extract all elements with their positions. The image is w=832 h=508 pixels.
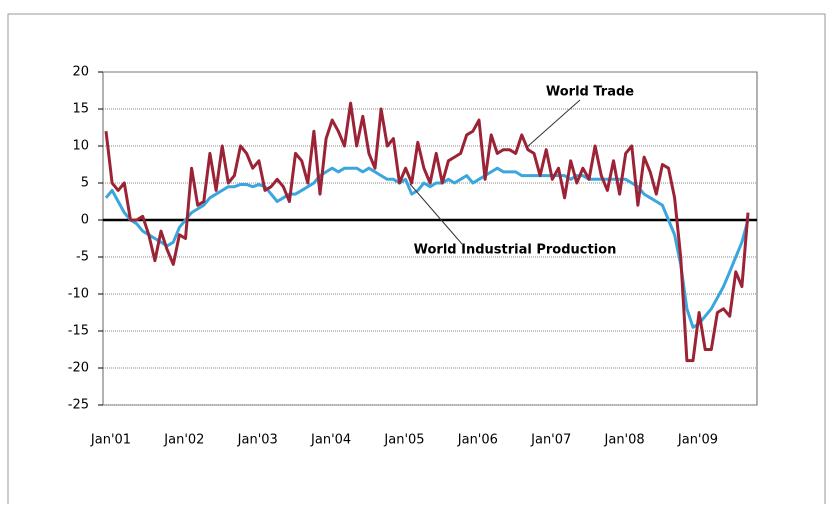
y-tick-label: -5 xyxy=(76,250,89,265)
annotation-leader xyxy=(526,99,581,148)
y-tick-label: 10 xyxy=(72,139,89,154)
frame xyxy=(7,13,826,508)
y-tick-label: -10 xyxy=(68,287,89,302)
x-tick-label: Jan'02 xyxy=(163,433,204,448)
x-tick-label: Jan'01 xyxy=(90,433,131,448)
marks xyxy=(104,101,750,363)
y-tick-label: 5 xyxy=(81,176,89,191)
grid xyxy=(98,71,758,406)
annotation: World Industrial Production xyxy=(414,243,617,258)
series-line xyxy=(104,101,750,363)
y-tick-label: 0 xyxy=(81,213,89,228)
x-tick-label: Jan'04 xyxy=(310,433,351,448)
y-tick-label: -15 xyxy=(68,324,89,339)
y-tick-label: -25 xyxy=(68,398,89,413)
y-tick-label: 20 xyxy=(72,65,89,80)
x-tick-label: Jan'09 xyxy=(677,433,718,448)
x-tick-label: Jan'03 xyxy=(237,433,278,448)
annotation-leader xyxy=(409,183,463,245)
x-tick-label: Jan'07 xyxy=(530,433,571,448)
x-tick-label: Jan'05 xyxy=(383,433,424,448)
x-tick-label: Jan'08 xyxy=(604,433,645,448)
x-tick-label: Jan'06 xyxy=(457,433,498,448)
annotation: World Trade xyxy=(546,85,634,100)
y-tick-label: 15 xyxy=(72,102,89,117)
y-tick-label: -20 xyxy=(68,361,89,376)
